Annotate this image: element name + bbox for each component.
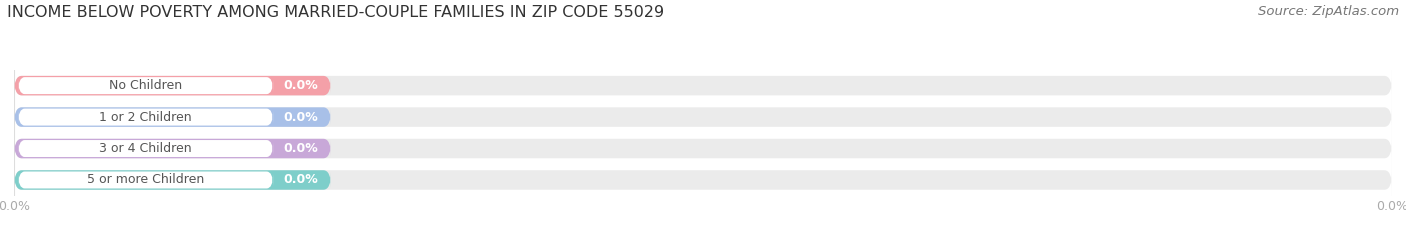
FancyBboxPatch shape (14, 107, 1392, 127)
FancyBboxPatch shape (14, 76, 330, 95)
Text: No Children: No Children (110, 79, 183, 92)
Text: Source: ZipAtlas.com: Source: ZipAtlas.com (1258, 5, 1399, 18)
FancyBboxPatch shape (18, 109, 273, 126)
FancyBboxPatch shape (18, 140, 273, 157)
FancyBboxPatch shape (14, 139, 330, 158)
Text: INCOME BELOW POVERTY AMONG MARRIED-COUPLE FAMILIES IN ZIP CODE 55029: INCOME BELOW POVERTY AMONG MARRIED-COUPL… (7, 5, 664, 20)
Text: 3 or 4 Children: 3 or 4 Children (100, 142, 193, 155)
FancyBboxPatch shape (18, 171, 273, 188)
FancyBboxPatch shape (14, 139, 1392, 158)
FancyBboxPatch shape (14, 170, 1392, 190)
Text: 0.0%: 0.0% (283, 142, 318, 155)
Text: 0.0%: 0.0% (283, 79, 318, 92)
Text: 1 or 2 Children: 1 or 2 Children (100, 111, 193, 123)
Text: 0.0%: 0.0% (283, 174, 318, 186)
Text: 0.0%: 0.0% (283, 111, 318, 123)
FancyBboxPatch shape (14, 107, 330, 127)
FancyBboxPatch shape (14, 170, 330, 190)
FancyBboxPatch shape (18, 77, 273, 94)
Text: 5 or more Children: 5 or more Children (87, 174, 204, 186)
FancyBboxPatch shape (14, 76, 1392, 95)
